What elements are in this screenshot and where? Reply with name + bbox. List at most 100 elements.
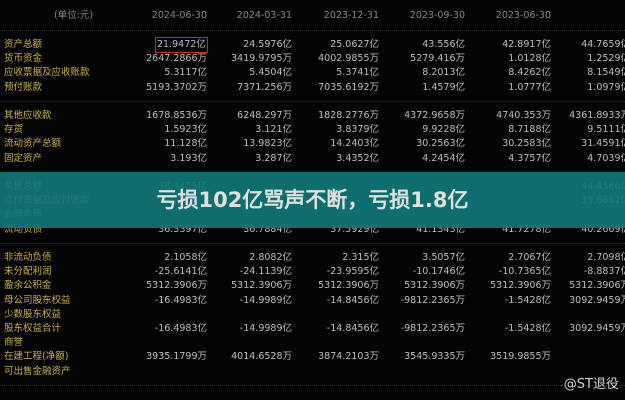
- cell-value: 5312.3906万: [404, 280, 465, 292]
- cell-value: -10.7365亿: [498, 266, 551, 278]
- cell-value: 2.315亿: [342, 252, 379, 263]
- cell-value: 40.2669亿: [581, 223, 625, 235]
- cell-value: 4740.353万: [496, 110, 551, 121]
- row-label: 母公司股东权益: [4, 294, 71, 306]
- cell-value: 30.2563亿: [416, 138, 465, 150]
- cell-value: 2.8082亿: [249, 252, 292, 263]
- cell-value: 7035.6192万: [318, 81, 379, 93]
- cell-value: 2647.2866万: [146, 53, 207, 65]
- cell-value: 6248.297万: [237, 110, 292, 121]
- column-header: 2023-12-31: [323, 10, 379, 21]
- cell-value: 30.2583亿: [502, 138, 551, 150]
- cell-value: 4002.9855万: [318, 53, 379, 65]
- column-header: 2024-06-30: [151, 10, 207, 21]
- cell-value: 41.1343亿: [416, 223, 465, 235]
- row-label: 少数股东权益: [4, 308, 62, 320]
- row-label: 商誉: [4, 337, 24, 349]
- row-label: 未分配利润: [4, 266, 52, 278]
- cell-value: 36.3397亿: [158, 223, 207, 235]
- row-label: 流动资产总额: [4, 138, 62, 150]
- row-label: 货币资金: [4, 53, 43, 65]
- cell-value: 4372.9658万: [404, 110, 465, 121]
- cell-value: 5.4504亿: [249, 67, 292, 79]
- cell-value: 37.5929亿: [330, 223, 379, 235]
- banner: 亏损102亿骂声不断，亏损1.8亿: [0, 172, 625, 228]
- cell-value: 11.128亿: [164, 138, 207, 150]
- row-label: 流动负债: [4, 223, 43, 235]
- cell-value: 4361.8933万: [569, 110, 625, 121]
- cell-value: 3519.9855万: [490, 351, 551, 363]
- cell-value: 8.7188亿: [508, 124, 551, 136]
- cell-value: -14.9989亿: [239, 294, 292, 306]
- row-label: 资产总额: [4, 39, 43, 50]
- cell-value: 1.0128亿: [508, 53, 551, 65]
- cell-value: -16.4983亿: [154, 294, 207, 306]
- cell-value: 2.1058亿: [164, 252, 207, 263]
- row-label: 盈余公积金: [4, 280, 52, 292]
- cell-value: -25.6141亿: [154, 266, 207, 278]
- cell-value: 7371.256万: [237, 81, 292, 93]
- cell-value: 42.8917亿: [502, 39, 551, 50]
- cell-value: -14.9989亿: [239, 323, 292, 334]
- row-label: 应收票据及应收账款: [4, 67, 90, 79]
- cell-value: 5193.3702万: [146, 81, 207, 93]
- cell-value: 5312.3906万: [146, 280, 207, 292]
- separator: [0, 30, 625, 31]
- cell-value: 3092.9459万: [569, 323, 625, 334]
- row-label: 可出售金融资产: [4, 365, 71, 377]
- cell-value: 5312.3906万: [490, 280, 551, 292]
- unit-label: (单位:元): [54, 10, 94, 21]
- cell-value: 25.0627亿: [330, 39, 379, 50]
- cell-value: 4.2454亿: [422, 152, 465, 164]
- cell-value: 1.5923亿: [164, 124, 207, 136]
- cell-value: 3.193亿: [170, 152, 207, 164]
- column-header: 2023-09-30: [409, 10, 465, 21]
- cell-value: 44.7659亿: [581, 39, 625, 50]
- cell-value: 5312.3906万: [318, 280, 379, 292]
- separator: [0, 100, 625, 102]
- row-label: 固定资产: [4, 152, 43, 164]
- row-label: 预付账款: [4, 81, 43, 93]
- cell-value: 8.1549亿: [587, 67, 625, 79]
- cell-value: 4.3757亿: [508, 152, 551, 164]
- cell-value: 41.7278亿: [502, 223, 551, 235]
- cell-value: 9.5111亿: [587, 124, 625, 136]
- cell-value: 1.2529亿: [587, 53, 625, 65]
- cell-value: 3.4352亿: [336, 152, 379, 164]
- cell-value: 8.2013亿: [422, 67, 465, 79]
- cell-value: 24.5976亿: [243, 39, 292, 50]
- cell-value: 3.8379亿: [336, 124, 379, 136]
- cell-value: -1.5428亿: [504, 323, 551, 334]
- cell-value: 2.7098亿: [587, 252, 625, 263]
- cell-value: 14.2403亿: [330, 138, 379, 150]
- cell-value: 1.0777亿: [508, 81, 551, 93]
- cell-value: 4014.6528万: [231, 351, 292, 363]
- separator: [0, 384, 625, 386]
- cell-value: 3874.2103万: [318, 351, 379, 363]
- row-label: 存货: [4, 124, 24, 136]
- cell-value: -24.1139亿: [239, 266, 292, 278]
- cell-value: 1678.8536万: [146, 110, 207, 121]
- watermark: @ST退役: [563, 377, 619, 392]
- cell-value: 3935.1799万: [146, 351, 207, 363]
- cell-value: -10.1746亿: [412, 266, 465, 278]
- cell-value: 3.287亿: [255, 152, 292, 164]
- cell-value: 36.7884亿: [243, 223, 292, 235]
- cell-value: -14.8456亿: [326, 323, 379, 334]
- cell-value: -16.4983亿: [154, 323, 207, 334]
- separator: [0, 242, 625, 244]
- cell-value: 3419.9795万: [231, 53, 292, 65]
- cell-value: -9812.2365万: [400, 323, 465, 334]
- cell-value: 13.9823亿: [243, 138, 292, 150]
- cell-value: 8.4262亿: [508, 67, 551, 79]
- cell-value: 3.5057亿: [422, 252, 465, 263]
- cell-value: -9812.2365万: [400, 294, 465, 306]
- banner-text: 亏损102亿骂声不断，亏损1.8亿: [156, 188, 469, 212]
- cell-value: -23.9595亿: [326, 266, 379, 278]
- cell-value: 31.4591亿: [581, 138, 625, 150]
- cell-value: 2.7067亿: [508, 252, 551, 263]
- cell-value: 21.9472亿: [155, 37, 208, 53]
- cell-value: 5312.3906万: [569, 280, 625, 292]
- cell-value: 5.3741亿: [336, 67, 379, 79]
